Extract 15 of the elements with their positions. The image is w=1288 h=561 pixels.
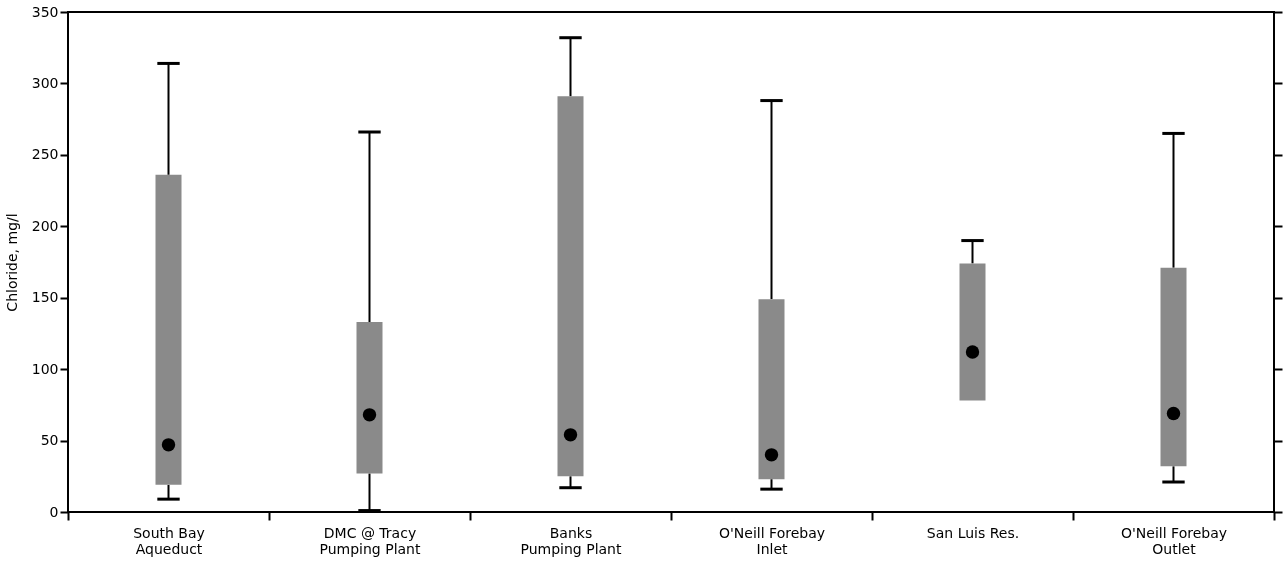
x-tick-label: South Bay Aqueduct (133, 524, 205, 557)
y-tick-label: 100 (31, 360, 59, 377)
x-tick-label: San Luis Res. (926, 524, 1020, 541)
y-tick-label: 50 (40, 432, 59, 449)
y-tick-label: 250 (31, 146, 59, 163)
x-tick-label: O'Neill Forebay Outlet (1120, 524, 1228, 557)
y-axis-title: Chloride, mg/l (3, 213, 20, 312)
y-tick-label: 300 (31, 74, 59, 91)
x-tick-label: Banks Pumping Plant (520, 524, 622, 557)
x-tick-label: O'Neill Forebay Inlet (718, 524, 826, 557)
y-tick-label: 0 (49, 503, 59, 520)
y-tick-label: 200 (31, 217, 59, 234)
y-tick-label: 150 (31, 289, 59, 306)
y-tick-label: 350 (31, 3, 59, 20)
x-tick-label: DMC @ Tracy Pumping Plant (319, 524, 421, 557)
